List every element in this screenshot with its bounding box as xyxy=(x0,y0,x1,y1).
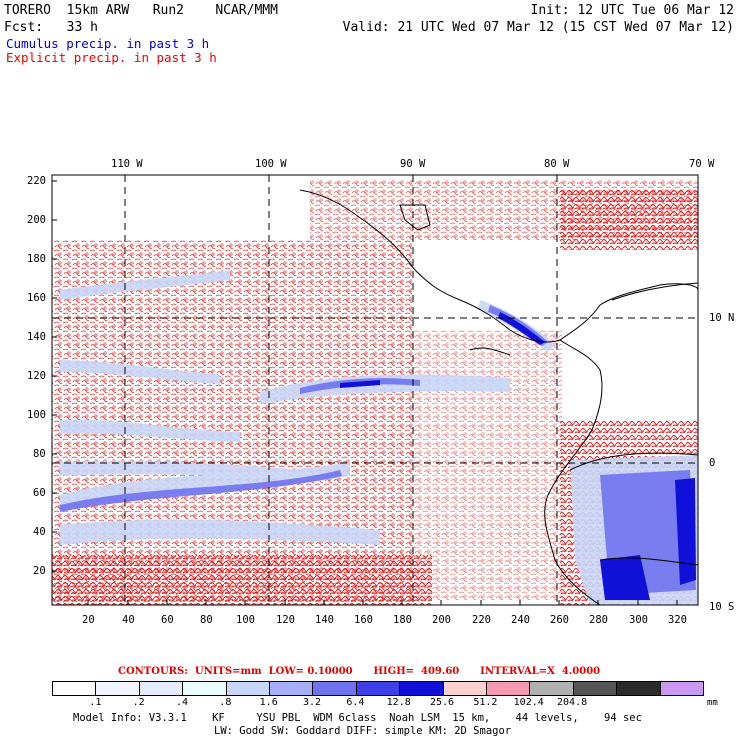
lat-label-0: 0 xyxy=(709,457,716,469)
y-tick-label: 180 xyxy=(27,253,46,265)
colorbar-label: 51.2 xyxy=(473,697,498,708)
x-tick-label: 200 xyxy=(432,614,451,626)
explicit-precip-label: Explicit precip. in past 3 h xyxy=(6,50,217,65)
colorbar-swatch xyxy=(183,682,227,695)
y-tick-label: 140 xyxy=(27,331,46,343)
lat-label-10s: 10 S xyxy=(709,601,735,613)
valid-time: Valid: 21 UTC Wed 07 Mar 12 (15 CST Wed … xyxy=(342,20,734,35)
x-tick-label: 120 xyxy=(276,614,295,626)
colorbar xyxy=(52,681,704,696)
heavy-precip xyxy=(340,312,696,600)
colorbar-swatch xyxy=(96,682,140,695)
colorbar-swatch xyxy=(487,682,531,695)
x-tick-label: 60 xyxy=(161,614,174,626)
y-tick-label: 160 xyxy=(27,292,46,304)
colorbar-label: 102.4 xyxy=(513,697,544,708)
y-tick-label: 120 xyxy=(27,370,46,382)
x-tick-label: 180 xyxy=(393,614,412,626)
colorbar-label: 6.4 xyxy=(346,697,365,708)
y-axis-ticks xyxy=(52,180,57,572)
colorbar-swatch xyxy=(356,682,401,695)
precip-field xyxy=(52,180,698,605)
x-tick-label: 280 xyxy=(589,614,608,626)
colorbar-units: mm xyxy=(707,698,718,708)
y-tick-label: 200 xyxy=(27,214,46,226)
x-tick-label: 20 xyxy=(82,614,95,626)
colorbar-label: .2 xyxy=(132,697,145,708)
colorbar-swatch xyxy=(530,682,574,695)
x-tick-label: 320 xyxy=(668,614,687,626)
contour-info: CONTOURS: UNITS=mm LOW= 0.10000 HIGH= 40… xyxy=(118,666,601,677)
coastlines xyxy=(299,189,698,605)
colorbar-label: 1.6 xyxy=(259,697,278,708)
map-frame xyxy=(51,174,699,606)
model-info-line1: Model Info: V3.3.1 KF YSU PBL WDM 6class… xyxy=(73,712,642,724)
lon-label-100w: 100 W xyxy=(255,158,287,170)
colorbar-swatch xyxy=(400,682,444,695)
model-title: TORERO 15km ARW Run2 NCAR/MMM xyxy=(4,3,278,18)
lon-label-70w: 70 W xyxy=(689,158,715,170)
x-axis-ticks xyxy=(87,600,678,605)
colorbar-swatch xyxy=(573,682,618,695)
x-tick-label: 100 xyxy=(236,614,255,626)
forecast-hour: Fcst: 33 h xyxy=(4,20,98,35)
x-tick-label: 260 xyxy=(550,614,569,626)
colorbar-swatch xyxy=(139,682,184,695)
colorbar-label: 12.8 xyxy=(386,697,411,708)
colorbar-swatch xyxy=(270,682,314,695)
y-tick-label: 60 xyxy=(33,487,46,499)
lon-label-110w: 110 W xyxy=(111,158,143,170)
colorbar-label: 204.8 xyxy=(557,697,588,708)
colorbar-label: 3.2 xyxy=(303,697,322,708)
colorbar-swatch xyxy=(617,682,661,695)
init-time: Init: 12 UTC Tue 06 Mar 12 xyxy=(530,3,735,18)
colorbar-swatch xyxy=(53,682,97,695)
lon-label-90w: 90 W xyxy=(400,158,426,170)
colorbar-label: .8 xyxy=(219,697,232,708)
y-tick-label: 100 xyxy=(27,409,46,421)
lon-label-80w: 80 W xyxy=(544,158,570,170)
model-info-line2: LW: Godd SW: Goddard DIFF: simple KM: 2D… xyxy=(214,725,512,737)
colorbar-swatch xyxy=(443,682,488,695)
cumulus-precip-label: Cumulus precip. in past 3 h xyxy=(6,36,210,51)
y-tick-label: 20 xyxy=(33,565,46,577)
colorbar-label: 25.6 xyxy=(430,697,455,708)
colorbar-label: .1 xyxy=(89,697,102,708)
colorbar-labels: .1 .2 .4 .8 1.6 3.2 6.4 12.8 25.6 51.2 102.4 204.8 xyxy=(52,697,702,709)
y-tick-label: 220 xyxy=(27,175,46,187)
x-tick-label: 80 xyxy=(200,614,213,626)
x-tick-label: 160 xyxy=(354,614,373,626)
lat-label-10n: 10 N xyxy=(709,312,735,324)
colorbar-swatch xyxy=(660,682,704,695)
colorbar-swatch xyxy=(313,682,357,695)
y-tick-label: 80 xyxy=(33,448,46,460)
colorbar-label: .4 xyxy=(176,697,189,708)
y-tick-label: 40 xyxy=(33,526,46,538)
x-tick-label: 40 xyxy=(122,614,135,626)
x-tick-label: 140 xyxy=(315,614,334,626)
x-tick-label: 240 xyxy=(511,614,530,626)
colorbar-swatch xyxy=(226,682,271,695)
x-tick-label: 300 xyxy=(629,614,648,626)
x-tick-label: 220 xyxy=(472,614,491,626)
